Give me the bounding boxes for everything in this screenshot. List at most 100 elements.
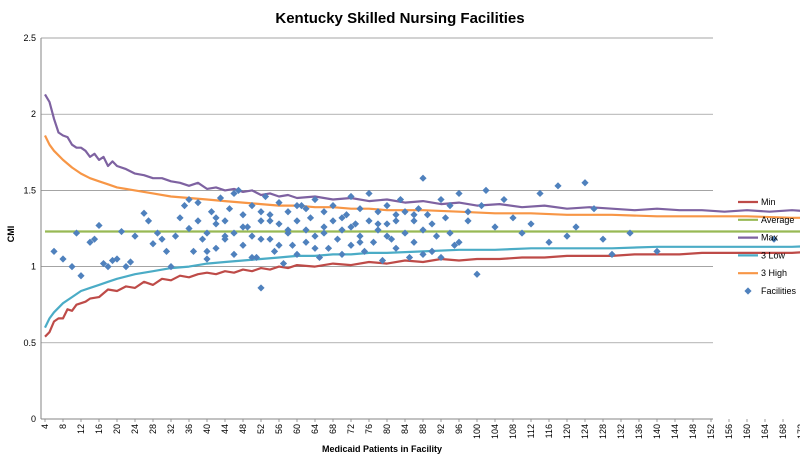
- facility-point: [194, 198, 202, 207]
- facility-point: [365, 217, 373, 225]
- facility-point: [581, 179, 589, 187]
- facility-point: [653, 247, 661, 255]
- facility-point: [405, 253, 414, 262]
- facility-point: [239, 211, 247, 219]
- facility-point: [410, 217, 418, 225]
- x-tick-label: 28: [148, 424, 158, 434]
- facility-point: [212, 214, 220, 222]
- facility-point: [432, 232, 441, 240]
- facility-point: [225, 205, 234, 213]
- x-tick-label: 120: [562, 424, 572, 439]
- facility-point: [185, 195, 193, 204]
- facility-point: [419, 250, 427, 259]
- x-tick-label: 80: [382, 424, 392, 434]
- facility-point: [437, 195, 445, 204]
- facility-point: [347, 192, 355, 201]
- facility-point: [410, 211, 418, 219]
- x-tick-label: 160: [742, 424, 752, 439]
- facility-point: [50, 247, 58, 255]
- facility-point: [401, 229, 409, 237]
- x-tick-label: 32: [166, 424, 176, 434]
- facility-point: [279, 259, 288, 268]
- facility-point: [365, 189, 373, 198]
- facility-point: [153, 229, 162, 237]
- facility-point: [77, 272, 85, 280]
- facility-point: [257, 235, 265, 243]
- facility-point: [221, 232, 229, 240]
- y-tick-label: 2.5: [23, 33, 36, 43]
- x-tick-label: 64: [310, 424, 320, 434]
- facility-point: [347, 223, 355, 231]
- x-tick-label: 172: [796, 424, 800, 439]
- x-tick-label: 152: [706, 424, 716, 439]
- facility-point: [333, 235, 342, 243]
- facility-point: [464, 208, 472, 216]
- facility-point: [500, 195, 508, 204]
- x-tick-label: 96: [454, 424, 464, 434]
- legend-label-facilities: Facilities: [761, 286, 797, 296]
- x-tick-label: 44: [220, 424, 230, 434]
- facility-point: [464, 217, 472, 225]
- facility-point: [324, 244, 333, 252]
- facility-point: [207, 208, 216, 216]
- facility-point: [203, 247, 211, 255]
- x-tick-label: 52: [256, 424, 266, 434]
- facility-point: [293, 202, 301, 210]
- facility-point: [545, 238, 553, 246]
- facility-point: [387, 235, 396, 243]
- facility-point: [338, 226, 346, 234]
- facility-point: [320, 208, 328, 216]
- facility-point: [441, 214, 450, 222]
- facility-point: [356, 232, 364, 240]
- facility-point: [473, 270, 481, 278]
- facility-point: [356, 238, 364, 246]
- facility-point: [378, 256, 387, 265]
- x-tick-label: 108: [508, 424, 518, 439]
- series-line-3-low: [44, 245, 800, 329]
- gridlines: [40, 37, 713, 420]
- x-tick-label: 40: [202, 424, 212, 434]
- facilities-points: [50, 174, 778, 292]
- facility-point: [347, 241, 355, 249]
- x-tick-label: 12: [76, 424, 86, 434]
- facility-point: [446, 229, 454, 237]
- x-tick-label: 8: [58, 424, 68, 429]
- facility-point: [176, 214, 184, 222]
- facility-point: [212, 220, 220, 228]
- facility-point: [239, 223, 247, 231]
- facility-point: [315, 253, 324, 262]
- facility-point: [302, 205, 310, 213]
- facility-point: [608, 250, 616, 259]
- facility-point: [243, 223, 252, 231]
- facility-point: [527, 220, 535, 228]
- facility-point: [482, 186, 490, 194]
- facility-point: [306, 214, 315, 222]
- facility-point: [563, 232, 571, 240]
- facility-point: [428, 220, 436, 228]
- facility-point: [113, 255, 121, 263]
- facility-point: [230, 250, 238, 259]
- x-tick-label: 140: [652, 424, 662, 439]
- facility-point: [248, 253, 256, 262]
- facility-point: [450, 241, 459, 249]
- facility-point: [72, 229, 81, 237]
- legend-label-min: Min: [761, 197, 776, 207]
- y-axis-title: CMI: [6, 226, 16, 243]
- facility-point: [311, 244, 319, 252]
- facility-point: [180, 202, 189, 210]
- facility-point: [329, 202, 337, 210]
- legend-label-max: Max: [761, 233, 779, 243]
- y-axis-ticks: 0 0.5 1 1.5 2 2.5: [23, 33, 36, 424]
- facility-point: [572, 223, 580, 231]
- y-tick-label: 1: [31, 262, 36, 272]
- facility-point: [275, 220, 283, 228]
- facility-point: [261, 192, 270, 201]
- facility-point: [68, 263, 76, 271]
- facility-point: [252, 253, 261, 262]
- facility-point: [329, 217, 337, 225]
- facility-point: [203, 229, 211, 237]
- facility-point: [270, 247, 279, 255]
- facility-point: [374, 226, 382, 234]
- facility-point: [491, 223, 499, 231]
- x-tick-label: 148: [688, 424, 698, 439]
